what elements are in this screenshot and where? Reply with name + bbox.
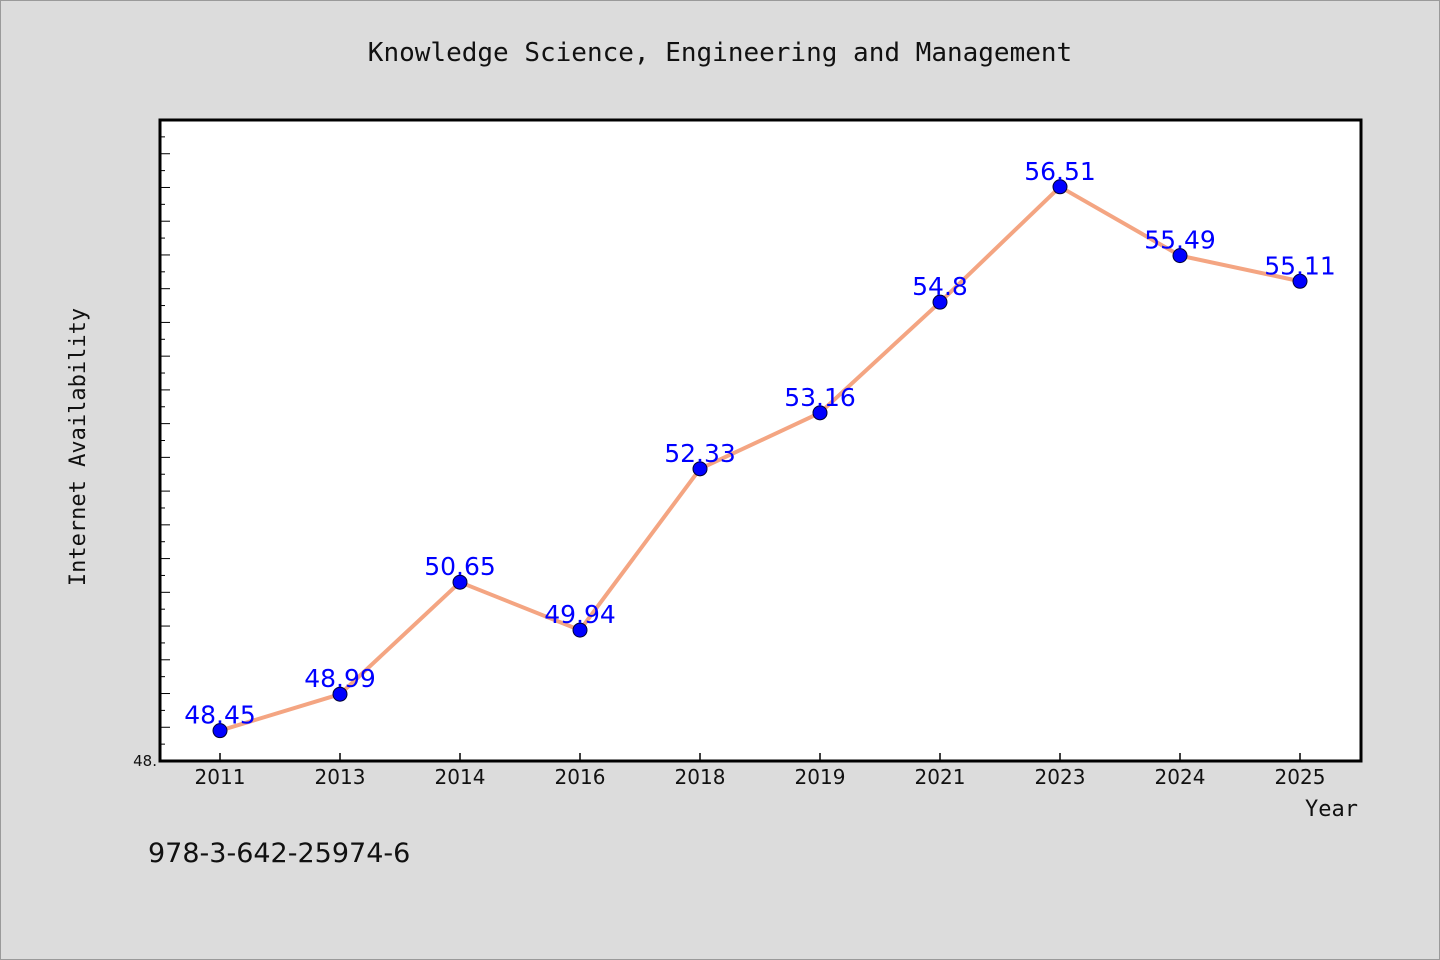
- data-point: [212, 723, 228, 739]
- data-label: 56.51: [1024, 157, 1096, 186]
- data-label: 48.45: [184, 701, 256, 730]
- data-point: [332, 686, 348, 702]
- data-labels: 48.45 48.99 50.65 49.94 52.33 53.16 54.8 56.51 5…: [184, 157, 1336, 730]
- y-tick-labels: 48.: [133, 752, 157, 770]
- x-tick-label: 2024: [1155, 765, 1206, 789]
- data-label: 55.11: [1264, 251, 1336, 280]
- isbn-text: 978-3-642-25974-6: [148, 838, 410, 869]
- x-tick-label: 2018: [675, 765, 726, 789]
- data-label: 53.16: [784, 383, 856, 412]
- data-point: [692, 461, 708, 477]
- data-label: 55.49: [1144, 226, 1216, 255]
- x-tick-label: 2023: [1035, 765, 1086, 789]
- x-tick-label: 2011: [195, 765, 246, 789]
- x-tick-labels: 2011 2013 2014 2016 2018 2019 2021 2023 2024 2025: [195, 765, 1326, 789]
- data-label: 48.99: [304, 664, 376, 693]
- data-markers: [212, 179, 1308, 739]
- data-label: 52.33: [664, 439, 736, 468]
- data-point: [1052, 179, 1068, 195]
- x-tick-label: 2021: [915, 765, 966, 789]
- plot-border: [158, 118, 1363, 763]
- data-label: 49.94: [544, 600, 616, 629]
- data-point: [1172, 248, 1188, 264]
- y-axis-label: Internet Availability: [66, 308, 91, 586]
- x-tick-label: 2014: [435, 765, 486, 789]
- data-point: [932, 294, 948, 310]
- x-tick-label: 2016: [555, 765, 606, 789]
- data-point: [572, 622, 588, 638]
- chart-title: Knowledge Science, Engineering and Manag…: [368, 38, 1072, 68]
- data-point: [812, 405, 828, 421]
- series-line: [219, 184, 1301, 733]
- y-tick-label: 48.: [133, 752, 157, 770]
- data-point: [452, 574, 468, 590]
- x-tick-label: 2019: [795, 765, 846, 789]
- data-label: 54.8: [912, 272, 968, 301]
- data-point: [1292, 273, 1308, 289]
- x-axis-label: Year: [1305, 797, 1358, 822]
- data-label: 50.65: [424, 552, 496, 581]
- x-tick-label: 2013: [315, 765, 366, 789]
- x-tick-label: 2025: [1275, 765, 1326, 789]
